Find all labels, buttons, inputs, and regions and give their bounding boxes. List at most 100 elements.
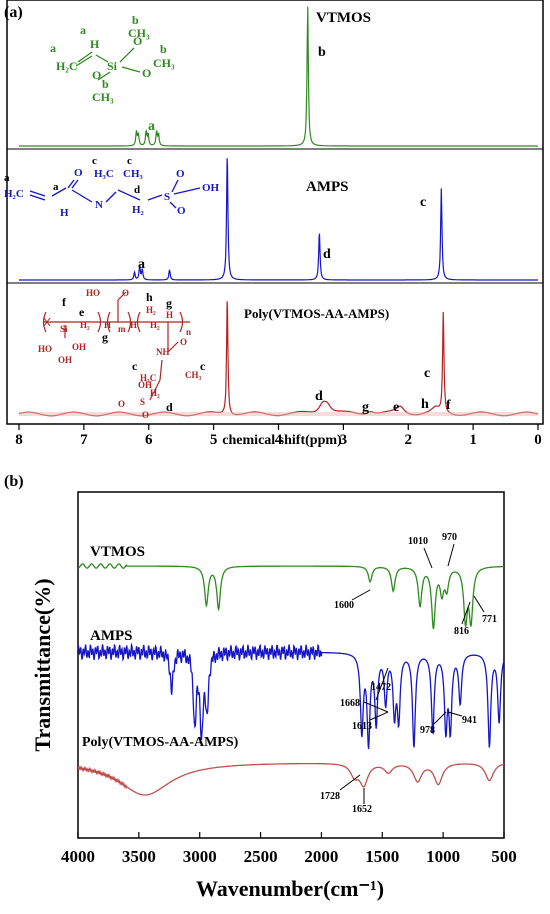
svg-text:H₂: H₂ bbox=[146, 305, 156, 315]
nmr-peak-label-vtmos-a: a bbox=[148, 119, 155, 134]
svg-text:c: c bbox=[200, 359, 206, 373]
svg-text:H: H bbox=[60, 207, 69, 219]
svg-text:H₂C: H₂C bbox=[4, 188, 24, 200]
ftir-annotations: 1600 1010 970 816 771 1668 1472 1613 978… bbox=[320, 532, 497, 815]
nmr-spectrum-line bbox=[19, 158, 538, 281]
svg-text:OH: OH bbox=[138, 380, 152, 390]
svg-text:c: c bbox=[92, 155, 97, 167]
svg-text:H₂C: H₂C bbox=[56, 59, 78, 73]
nmr-peak-label-amps-d: d bbox=[323, 247, 331, 262]
ftir-annotation-1600: 1600 bbox=[334, 600, 354, 611]
svg-text:H: H bbox=[130, 320, 137, 330]
nmr-peak-label-poly-e: e bbox=[393, 400, 399, 415]
svg-text:a: a bbox=[80, 23, 86, 37]
nmr-peak-label-vtmos-b: b bbox=[318, 45, 326, 60]
nmr-x-tick-label: 5 bbox=[210, 432, 218, 448]
nmr-series-name-poly: Poly(VTMOS-AA-AMPS) bbox=[244, 306, 389, 321]
poly-structure: HO O h g H₂ H f e Si H₂ H m H H₂ n HO OH… bbox=[38, 288, 206, 420]
arrow-1010 bbox=[423, 547, 433, 569]
svg-text:g: g bbox=[166, 296, 172, 310]
arrow-1668 bbox=[363, 701, 389, 713]
ftir-annotation-970: 970 bbox=[442, 532, 457, 543]
ftir-spectra bbox=[77, 563, 505, 796]
ftir-plot-frame bbox=[77, 491, 505, 839]
svg-text:N: N bbox=[95, 199, 103, 211]
svg-text:NH: NH bbox=[156, 347, 170, 357]
svg-text:b: b bbox=[160, 42, 167, 56]
ftir-x-tick-label: 500 bbox=[491, 847, 517, 866]
ftir-x-axis-title: Wavenumber(cm⁻¹) bbox=[196, 876, 384, 901]
ftir-y-axis-title: Transmittance(%) bbox=[30, 578, 55, 751]
ftir-series-name-poly: Poly(VTMOS-AA-AMPS) bbox=[82, 735, 239, 750]
svg-text:CH₃: CH₃ bbox=[185, 370, 202, 380]
svg-text:c: c bbox=[132, 359, 138, 373]
svg-text:H₂: H₂ bbox=[80, 320, 90, 330]
svg-text:CH₃: CH₃ bbox=[153, 56, 175, 70]
svg-text:a: a bbox=[4, 172, 10, 184]
svg-text:CH₃: CH₃ bbox=[92, 90, 114, 104]
nmr-x-tick-label: 7 bbox=[80, 432, 88, 448]
ftir-x-tick-label: 4000 bbox=[61, 847, 95, 866]
nmr-x-tick-label: 0 bbox=[534, 432, 542, 448]
svg-text:m: m bbox=[118, 324, 126, 334]
svg-text:H₂: H₂ bbox=[150, 320, 160, 330]
ftir-panel: (b) 4000 3500 3000 2500 2000 1500 1000 500 Wave… bbox=[4, 473, 517, 901]
svg-text:H: H bbox=[90, 37, 100, 51]
svg-text:a: a bbox=[53, 181, 59, 193]
ftir-spectrum-line bbox=[77, 563, 504, 630]
svg-text:O: O bbox=[177, 205, 186, 217]
svg-text:e: e bbox=[79, 305, 85, 319]
nmr-peak-label-amps-a: a bbox=[138, 257, 145, 272]
svg-text:b: b bbox=[132, 13, 139, 27]
ftir-series-name-vtmos: VTMOS bbox=[90, 544, 145, 560]
nmr-x-axis-title: chemical shift(ppm) bbox=[222, 433, 342, 448]
svg-text:CH₃: CH₃ bbox=[123, 168, 144, 180]
ftir-annotation-978: 978 bbox=[420, 725, 435, 736]
svg-text:Si: Si bbox=[60, 324, 68, 334]
ftir-series-name-amps: AMPS bbox=[90, 628, 133, 644]
svg-text:H₃C: H₃C bbox=[94, 168, 114, 180]
nmr-peak-label-poly-c: c bbox=[424, 366, 430, 381]
svg-text:HO: HO bbox=[38, 344, 52, 354]
ftir-x-tick-label: 2000 bbox=[304, 847, 338, 866]
svg-text:h: h bbox=[146, 290, 153, 304]
svg-text:Si: Si bbox=[107, 59, 118, 73]
svg-text:n: n bbox=[186, 327, 191, 337]
nmr-peak-label-poly-h: h bbox=[421, 397, 429, 412]
ftir-x-axis: 4000 3500 3000 2500 2000 1500 1000 500 bbox=[61, 832, 517, 866]
svg-text:a: a bbox=[50, 41, 56, 55]
svg-text:O: O bbox=[118, 399, 125, 409]
svg-text:O: O bbox=[92, 68, 101, 82]
ftir-annotation-816: 816 bbox=[454, 626, 469, 637]
svg-text:O: O bbox=[180, 337, 187, 347]
nmr-spectra bbox=[18, 5, 539, 417]
nmr-x-tick-label: 1 bbox=[469, 432, 477, 448]
svg-text:O: O bbox=[74, 167, 83, 179]
nmr-series-name-vtmos: VTMOS bbox=[316, 10, 371, 26]
svg-text:OH: OH bbox=[58, 355, 72, 365]
svg-text:O: O bbox=[133, 34, 142, 48]
svg-text:CH₃: CH₃ bbox=[128, 26, 150, 40]
arrow-1600 bbox=[351, 589, 371, 601]
arrow-978 bbox=[433, 711, 447, 725]
svg-text:O: O bbox=[176, 168, 185, 180]
ftir-annotation-1668: 1668 bbox=[340, 698, 360, 709]
svg-text:OH: OH bbox=[202, 182, 220, 194]
svg-text:H: H bbox=[166, 310, 173, 320]
svg-text:O: O bbox=[142, 66, 151, 80]
ftir-annotation-1728: 1728 bbox=[320, 791, 340, 802]
nmr-x-tick-label: 4 bbox=[275, 432, 283, 448]
nmr-plot-frame bbox=[6, 0, 544, 425]
svg-text:O: O bbox=[142, 410, 149, 420]
svg-text:d: d bbox=[166, 400, 173, 414]
ftir-annotation-941: 941 bbox=[462, 715, 477, 726]
svg-text:b: b bbox=[102, 77, 109, 91]
svg-text:g: g bbox=[102, 330, 108, 344]
amps-structure: c c a a H₂C O H₃C CH₃ d O OH H N H₂ S O bbox=[4, 155, 220, 219]
nmr-spectrum-line bbox=[19, 6, 538, 147]
nmr-peak-label-poly-g: g bbox=[362, 400, 369, 415]
nmr-x-axis: 8 7 6 5 4 3 2 1 0 bbox=[15, 424, 542, 448]
svg-text:S: S bbox=[164, 191, 170, 203]
ftir-annotation-771: 771 bbox=[482, 614, 497, 625]
